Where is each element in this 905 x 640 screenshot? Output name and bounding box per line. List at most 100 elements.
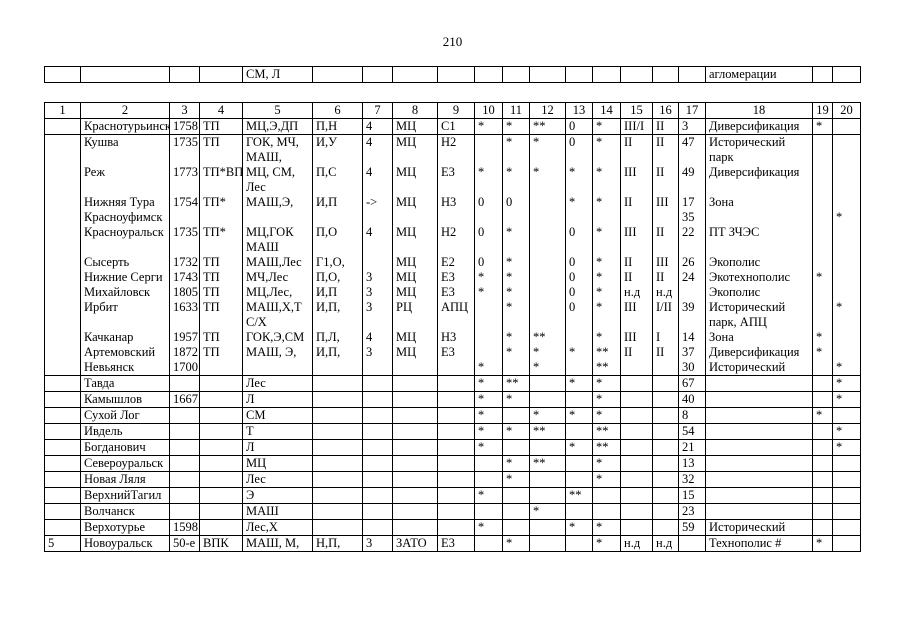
table-row: Качканар 1957 ТП ГОК,Э,СМ П,Л, 4 МЦ Н3 * ** * III I 1… [44,330,861,345]
table-cell: 67 [678,375,706,392]
table-cell [592,503,621,520]
table-cell [705,391,813,408]
table-cell [392,503,438,520]
table-cell [474,503,503,520]
table-cell: 13 [678,455,706,472]
table-cell [620,455,653,472]
table-cell: * [812,330,833,345]
table-cell [44,270,81,285]
table-cell [652,439,679,456]
table-cell: МЦ [392,225,438,255]
table-cell: 22 [678,225,706,255]
table-cell: * [592,535,621,552]
table-cell [529,471,566,488]
table-cell: 1872 [169,345,200,360]
table-cell [812,471,833,488]
table-cell: И,У [312,134,363,165]
table-cell: 1957 [169,330,200,345]
table-cell: 1633 [169,300,200,330]
table-cell: Е3 [437,165,475,195]
table-cell: 0 [502,195,530,210]
table-cell [705,439,813,456]
table-cell [199,391,243,408]
table-cell [392,487,438,504]
table-cell [199,503,243,520]
table-cell [169,471,200,488]
table-cell: 0 [565,225,593,255]
table-cell: -> [362,195,393,210]
table-row: Камышлов 1667 Л * * * 40 * [44,391,861,408]
table-cell: 1735 [169,134,200,165]
table-cell: * [832,210,861,225]
table-cell: III [620,300,653,330]
table-cell [502,487,530,504]
table-row: Михайловск 1805 ТП МЦ,Лес, И,П 3 МЦ Е3 * * 0 * н.д н.… [44,285,861,300]
table-cell: И,П, [312,345,363,360]
table-cell: * [565,345,593,360]
table-cell [620,503,653,520]
table-cell [705,407,813,424]
table-cell: Лес [242,375,313,392]
table-cell [705,375,813,392]
table-cell [620,519,653,536]
table-cell: * [529,134,566,165]
table-cell [312,375,363,392]
table-cell: 59 [678,519,706,536]
table-cell: * [592,270,621,285]
table-cell [169,455,200,472]
table-cell [812,439,833,456]
table-cell [652,391,679,408]
table-cell: II [652,134,679,165]
city-name-cell: Красноуральск [80,225,170,255]
column-header: 9 [437,102,475,119]
table-cell: П,С [312,165,363,195]
table-cell: * [529,345,566,360]
table-cell [705,423,813,440]
table-cell: 0 [474,225,503,255]
table-cell: III [620,165,653,195]
table-cell [199,210,243,225]
table-cell: ТП [199,300,243,330]
table-cell: * [502,300,530,330]
table-cell: 30 [678,360,706,376]
table-cell [392,375,438,392]
table-cell: ТП [199,118,243,135]
table-cell: Диверсификация [705,345,813,360]
table-cell [652,66,679,83]
table-cell [652,423,679,440]
table-cell: * [474,360,503,376]
table-cell [169,375,200,392]
table-cell [652,407,679,424]
table-cell [44,165,81,195]
table-cell: Экотехнополис [705,270,813,285]
table-cell: * [474,165,503,195]
column-header: 20 [832,102,861,119]
column-header: 12 [529,102,566,119]
table-cell: МАШ,Э, [242,195,313,210]
column-header: 8 [392,102,438,119]
table-cell: II [620,195,653,210]
table-cell [474,330,503,345]
table-cell: 17 [678,195,706,210]
table-cell [620,391,653,408]
table-cell [362,375,393,392]
table-row: Ивдель Т * * ** ** 54 * [44,423,861,440]
table-cell: * [812,345,833,360]
table-cell: * [474,519,503,536]
table-cell: 0 [565,300,593,330]
table-cell [312,503,363,520]
table-cell [474,300,503,330]
table-cell [832,66,861,83]
column-header: 2 [80,102,170,119]
table-cell [529,535,566,552]
table-cell: МЦ [392,330,438,345]
table-cell: ТП [199,255,243,270]
table-cell [44,407,81,424]
table-cell [242,210,313,225]
table-cell [44,503,81,520]
table-row: Волчанск МАШ * 23 [44,503,861,520]
table-cell [832,118,861,135]
table-cell [392,360,438,376]
table-cell: * [832,360,861,376]
table-cell: 3 [362,270,393,285]
